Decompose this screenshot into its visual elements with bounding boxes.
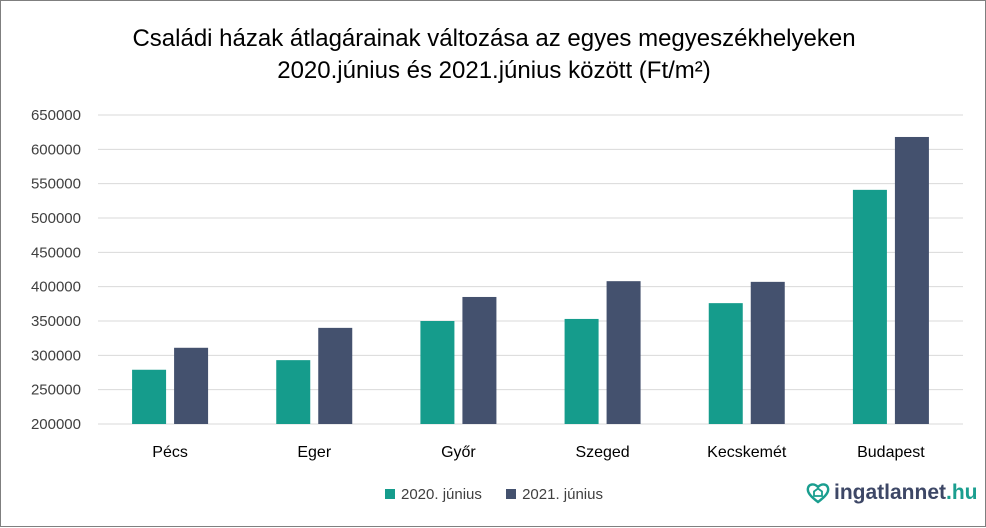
legend: 2020. június 2021. június [1, 486, 986, 503]
y-tick-label: 600000 [31, 141, 81, 158]
logo-text: ingatlannet [834, 481, 947, 504]
x-tick-label: Budapest [857, 444, 925, 461]
bar-2020 [564, 318, 599, 424]
y-tick-label: 250000 [31, 382, 81, 399]
bar-2021 [174, 347, 209, 424]
x-tick-label: Kecskemét [707, 444, 787, 461]
title-line-1: Családi házak átlagárainak változása az … [132, 25, 856, 52]
x-tick-label: Győr [441, 444, 476, 461]
y-tick-label: 300000 [31, 347, 81, 364]
y-tick-label: 350000 [31, 313, 81, 330]
title-line-2: 2020.június és 2021.június között (Ft/m²… [277, 57, 711, 84]
y-tick-label: 650000 [31, 107, 81, 124]
y-tick-label: 550000 [31, 176, 81, 193]
x-tick-label: Pécs [152, 444, 188, 461]
y-tick-label: 500000 [31, 210, 81, 227]
bar-2021 [462, 296, 497, 424]
bar-2021 [750, 281, 785, 424]
legend-swatch [385, 489, 395, 499]
x-tick-label: Szeged [575, 444, 629, 461]
ingatlannet-logo: ingatlannet .hu [806, 481, 978, 505]
y-tick-label: 200000 [31, 416, 81, 433]
bar-2021 [318, 327, 353, 424]
bar-2021 [894, 136, 929, 424]
logo-suffix: .hu [946, 481, 978, 504]
legend-label: 2020. június [401, 486, 482, 503]
bar-2020 [276, 360, 311, 424]
bar-2020 [708, 303, 743, 424]
x-tick-label: Eger [297, 444, 331, 461]
heart-house-icon [806, 483, 830, 504]
y-tick-label: 450000 [31, 244, 81, 261]
legend-label: 2021. június [522, 486, 603, 503]
bar-2020 [420, 321, 455, 424]
legend-item-2020: 2020. június [385, 486, 482, 503]
y-tick-label: 400000 [31, 279, 81, 296]
legend-item-2021: 2021. június [506, 486, 603, 503]
chart-title: Családi házak átlagárainak változása az … [1, 23, 986, 87]
legend-swatch [506, 489, 517, 499]
bar-2020 [852, 189, 887, 424]
bar-2020 [132, 369, 167, 424]
bar-2021 [606, 281, 641, 424]
